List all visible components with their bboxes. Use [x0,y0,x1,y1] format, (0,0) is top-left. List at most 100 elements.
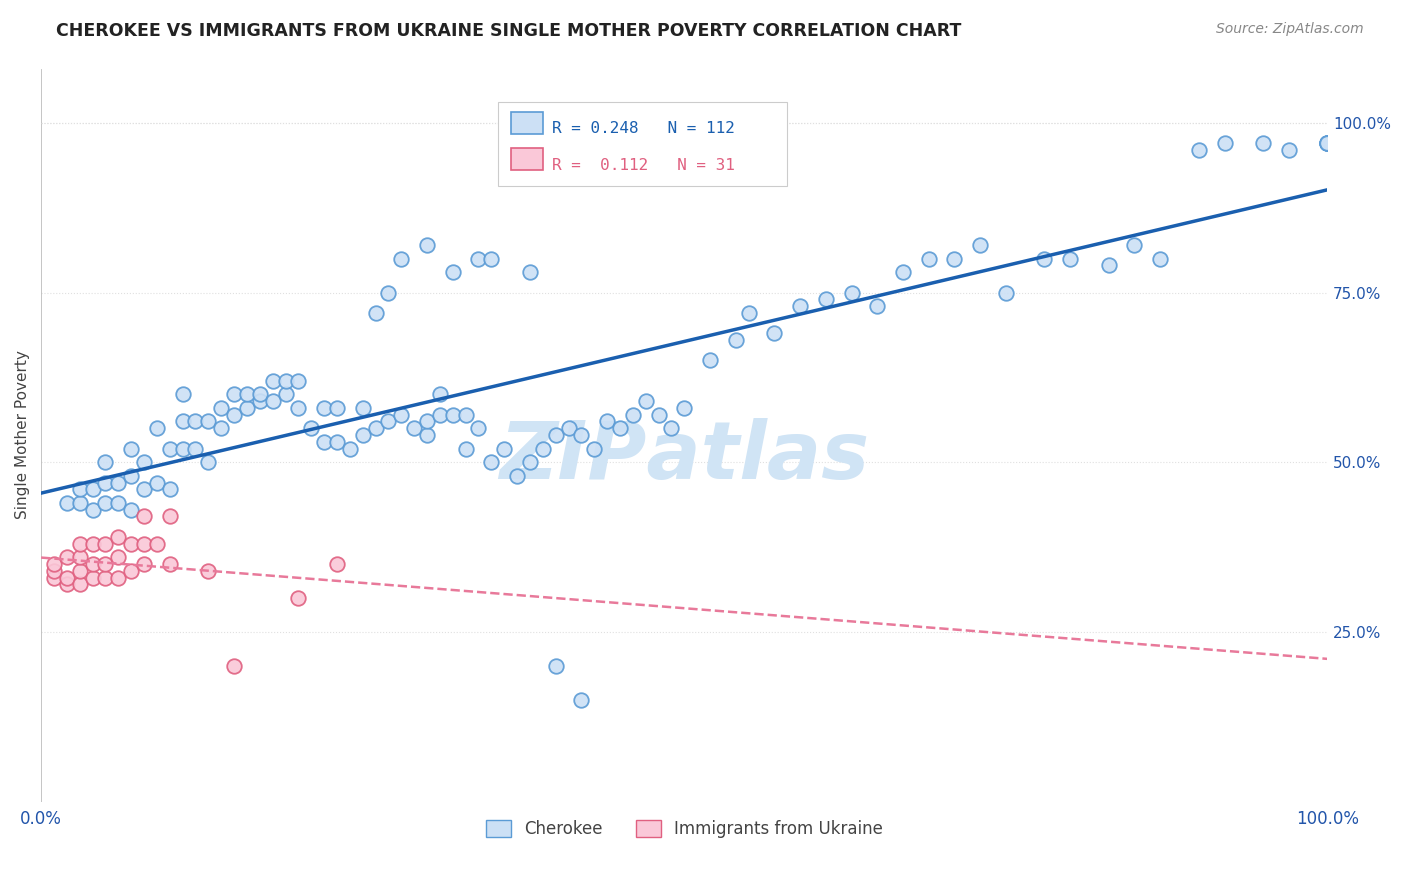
Point [146,536,169,550]
Point [94,496,117,510]
Point [479,252,502,266]
Point [56,496,79,510]
Point [314,434,336,449]
Point [609,421,631,435]
Point [236,401,259,415]
Legend: Cherokee, Immigrants from Ukraine: Cherokee, Immigrants from Ukraine [479,813,890,845]
Point [634,394,657,409]
Point [146,475,169,490]
Point [94,571,117,585]
Point [544,658,567,673]
Point [531,442,554,456]
Point [299,421,322,435]
Point [222,387,245,401]
Point [441,265,464,279]
Point [69,536,91,550]
Point [544,428,567,442]
Point [789,299,811,313]
Point [1098,258,1121,272]
Point [724,333,747,347]
Point [494,442,516,456]
Point [107,530,129,544]
Point [1316,136,1339,151]
Point [82,557,104,571]
Point [673,401,696,415]
Point [1149,252,1171,266]
Point [132,557,155,571]
Point [763,326,786,341]
Point [454,442,477,456]
Point [197,455,219,469]
Point [994,285,1017,300]
Point [184,415,207,429]
Point [1316,136,1339,151]
Point [377,285,399,300]
Point [1213,136,1236,151]
Point [506,468,529,483]
Point [1033,252,1056,266]
Point [519,265,541,279]
Text: R =  0.112   N = 31: R = 0.112 N = 31 [551,158,735,173]
Point [172,387,194,401]
Point [661,421,683,435]
Point [352,428,374,442]
Point [132,509,155,524]
Point [1188,143,1211,157]
Point [479,455,502,469]
Point [42,571,65,585]
Point [69,496,91,510]
Point [737,306,759,320]
Bar [498,102,787,186]
Point [94,475,117,490]
Point [891,265,914,279]
Point [621,408,644,422]
Point [107,571,129,585]
Point [583,442,606,456]
Point [274,387,297,401]
Point [404,421,426,435]
Point [441,408,464,422]
Point [429,387,451,401]
Point [416,415,439,429]
Point [42,564,65,578]
Point [389,252,412,266]
Point [287,401,309,415]
Point [377,415,399,429]
Point [56,571,79,585]
Point [467,421,489,435]
Point [262,374,284,388]
Point [326,557,349,571]
Point [1316,136,1339,151]
Point [287,591,309,605]
Point [132,536,155,550]
Point [1123,238,1146,252]
Point [249,394,271,409]
Point [222,658,245,673]
Point [647,408,669,422]
Point [69,577,91,591]
Point [82,571,104,585]
Point [352,401,374,415]
Point [364,421,387,435]
Point [209,421,232,435]
Point [94,455,117,469]
Point [172,415,194,429]
Point [1278,143,1301,157]
Text: Source: ZipAtlas.com: Source: ZipAtlas.com [1216,22,1364,37]
Point [120,502,142,516]
Point [107,475,129,490]
Point [262,394,284,409]
Point [120,536,142,550]
Point [197,415,219,429]
Point [172,442,194,456]
Point [416,428,439,442]
Point [1316,136,1339,151]
Point [69,550,91,565]
Point [569,428,592,442]
Point [519,455,541,469]
Text: R = 0.248   N = 112: R = 0.248 N = 112 [551,121,735,136]
Point [866,299,889,313]
Point [222,408,245,422]
Point [120,442,142,456]
Point [249,387,271,401]
